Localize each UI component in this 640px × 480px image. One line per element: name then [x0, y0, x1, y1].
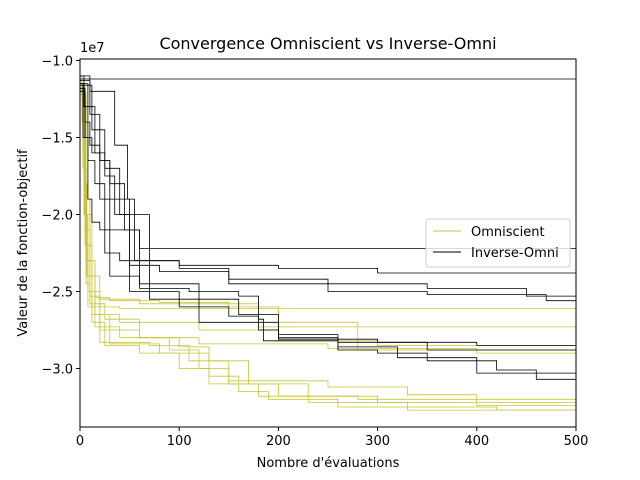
- chart-title: Convergence Omniscient vs Inverse-Omni: [159, 34, 496, 53]
- x-tick-label: 500: [564, 434, 589, 449]
- series-line-inverse-omni-12: [80, 75, 576, 274]
- y-axis-label: Valeur de la fonction-objectif: [16, 149, 31, 337]
- series-line-inverse-omni-14: [80, 75, 576, 302]
- x-tick-label: 100: [167, 434, 192, 449]
- x-tick-label: 300: [365, 434, 390, 449]
- legend-label-inverse-omni: Inverse-Omni: [471, 246, 559, 261]
- series-line-omniscient-8: [80, 89, 577, 412]
- y-tick-label: −2.0: [41, 209, 73, 224]
- x-axis-label: Nombre d'évaluations: [257, 456, 400, 471]
- y-axis: −1.0 −1.5 −2.0 −2.5 −3.0: [41, 55, 80, 377]
- y-tick-label: −3.0: [41, 362, 73, 377]
- y-tick-label: −1.0: [41, 55, 73, 70]
- x-tick-label: 200: [266, 434, 291, 449]
- series-line-inverse-omni-17: [80, 80, 576, 374]
- plot-frame: [79, 58, 577, 428]
- x-tick-label: 400: [464, 434, 489, 449]
- x-tick-label: 0: [76, 434, 84, 449]
- legend-box: [425, 218, 571, 268]
- series-line-omniscient-7: [80, 84, 577, 407]
- legend: Omniscient Inverse-Omni: [425, 218, 571, 268]
- y-axis-offset-label: 1e7: [80, 41, 105, 56]
- legend-label-omniscient: Omniscient: [471, 225, 545, 240]
- series-line-inverse-omni-13: [80, 87, 576, 297]
- series-line-omniscient-9: [80, 92, 577, 404]
- y-tick-label: −2.5: [41, 286, 73, 301]
- series-line-inverse-omni-15: [80, 90, 576, 346]
- series-line-inverse-omni-18: [80, 84, 577, 383]
- x-axis: 0 100 200 300 400 500: [76, 427, 589, 449]
- y-tick-label: −1.5: [41, 132, 73, 147]
